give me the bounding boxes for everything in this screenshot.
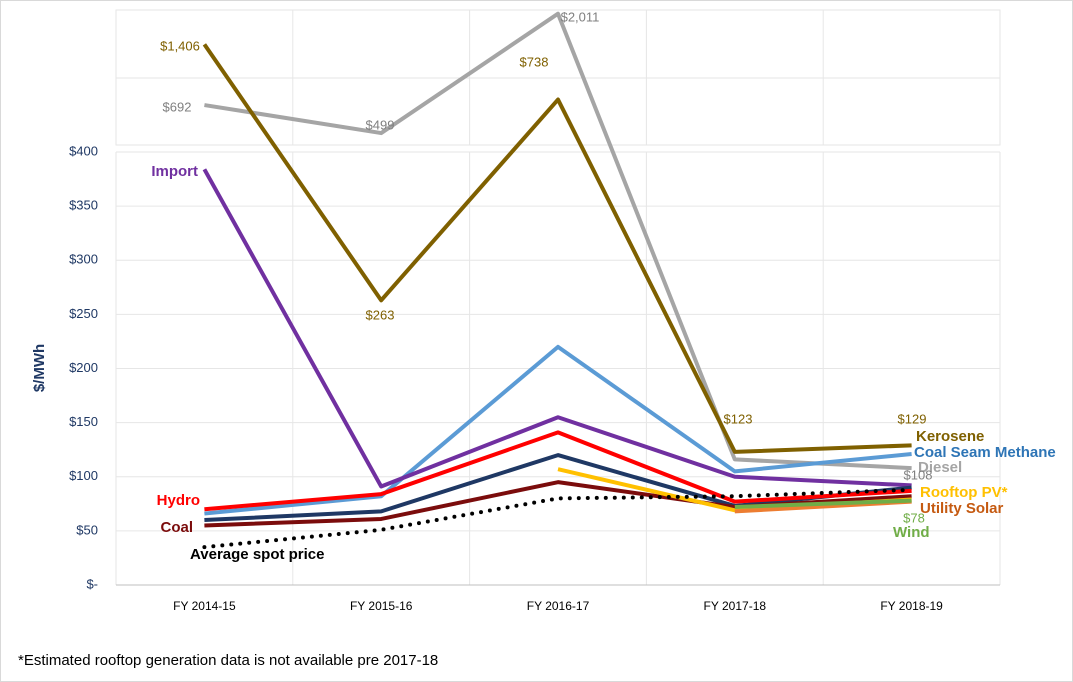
- series-label: Coal: [160, 519, 193, 536]
- data-label: $263: [366, 307, 395, 322]
- data-label: $2,011: [561, 9, 600, 24]
- y-tick-label: $100: [69, 468, 98, 483]
- x-tick-label: FY 2017-18: [704, 599, 767, 613]
- data-label: $129: [898, 411, 927, 426]
- data-label: $108: [904, 467, 933, 482]
- series-line: [204, 11, 912, 471]
- series-label: Hydro: [157, 492, 200, 509]
- y-tick-label: $400: [69, 143, 98, 158]
- y-tick-label: $150: [69, 414, 98, 429]
- series-label: Rooftop PV*: [920, 484, 1008, 501]
- series-line: [204, 430, 912, 512]
- series-label: Average spot price: [190, 546, 325, 563]
- footnote: *Estimated rooftop generation data is no…: [18, 652, 438, 669]
- x-tick-label: FY 2016-17: [527, 599, 590, 613]
- y-tick-label: $200: [69, 360, 98, 375]
- series-label: Kerosene: [916, 428, 984, 445]
- series-label: Utility Solar: [920, 500, 1004, 517]
- data-label: $738: [520, 54, 549, 69]
- series-label: Coal Seam Methane: [914, 444, 1056, 461]
- data-label: $78: [903, 510, 925, 525]
- y-tick-label: $300: [69, 252, 98, 267]
- series-line: [202, 487, 914, 550]
- y-tick-label: $250: [69, 306, 98, 321]
- y-tick-label: $350: [69, 198, 98, 213]
- x-tick-label: FY 2015-16: [350, 599, 413, 613]
- series-label: Import: [151, 163, 198, 180]
- data-label: $1,406: [160, 38, 200, 53]
- x-tick-label: FY 2018-19: [880, 599, 943, 613]
- data-label: $123: [724, 411, 753, 426]
- x-tick-label: FY 2014-15: [173, 599, 236, 613]
- series-line: [204, 344, 912, 516]
- series-line: [734, 498, 912, 510]
- series-label: Wind: [893, 524, 930, 541]
- y-tick-label: $-: [86, 576, 98, 591]
- series-line: [202, 43, 912, 454]
- data-label: $692: [163, 99, 192, 114]
- series-label: Diesel: [918, 459, 962, 476]
- series-line: [202, 168, 912, 489]
- y-tick-label: $50: [76, 522, 98, 537]
- data-label: $499: [366, 117, 395, 132]
- y-axis-label: $/MWh: [31, 344, 48, 392]
